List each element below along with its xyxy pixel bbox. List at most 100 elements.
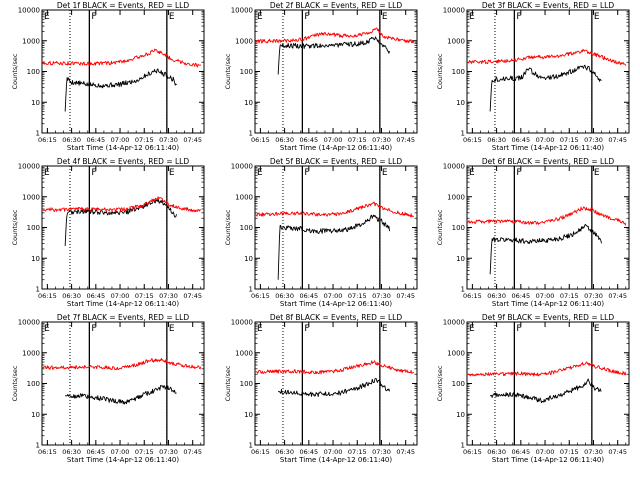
x-tick-label: 06:45	[299, 292, 318, 300]
x-axis-label: Start Time (14-Apr-12 06:11:40)	[67, 300, 179, 308]
x-axis-label: Start Time (14-Apr-12 06:11:40)	[492, 144, 604, 152]
x-tick-label: 06:30	[487, 136, 506, 144]
x-tick-label: 06:30	[275, 136, 294, 144]
y-tick-label: 10000	[231, 7, 253, 15]
x-tick-label: 06:15	[38, 136, 57, 144]
y-tick-label: 1	[249, 442, 253, 450]
panel-title: Det 1f BLACK = Events, RED = LLD	[57, 1, 190, 10]
lld-series-line	[466, 206, 627, 226]
marker-label: F	[304, 324, 309, 334]
marker-label: F	[304, 12, 309, 22]
y-tick-label: 1000	[22, 349, 40, 357]
y-tick-label: 100	[452, 380, 465, 388]
marker-label: E	[257, 12, 263, 22]
lld-series-line	[254, 27, 415, 44]
y-axis-label: Counts/sec	[11, 365, 19, 401]
x-tick-label: 07:30	[159, 136, 178, 144]
y-tick-label: 100	[27, 380, 40, 388]
y-tick-label: 10	[31, 255, 40, 263]
x-tick-label: 06:45	[86, 136, 105, 144]
lld-series-line	[466, 48, 627, 66]
y-tick-label: 10000	[443, 7, 465, 15]
marker-label: F	[516, 168, 521, 178]
x-tick-label: 06:15	[251, 136, 270, 144]
x-tick-label: 07:45	[183, 136, 202, 144]
plot-frame	[41, 9, 205, 134]
y-tick-label: 1000	[447, 349, 465, 357]
plot-frame	[41, 321, 205, 446]
y-tick-label: 100	[240, 224, 253, 232]
marker-label: E	[594, 12, 600, 22]
y-tick-label: 1	[249, 286, 253, 294]
marker-label: F	[516, 12, 521, 22]
x-tick-label: 07:15	[135, 136, 154, 144]
x-tick-label: 07:00	[111, 136, 130, 144]
x-tick-label: 07:30	[372, 292, 391, 300]
y-axis-label: Counts/sec	[224, 53, 232, 89]
y-tick-label: 10000	[231, 163, 253, 171]
y-tick-label: 10000	[231, 319, 253, 327]
marker-label: E	[169, 168, 175, 178]
x-tick-label: 06:15	[38, 292, 57, 300]
marker-label: E	[382, 324, 388, 334]
detector-panel-6: Det 6f BLACK = Events, RED = LLD 1 10 100 10…	[436, 157, 630, 308]
marker-label: F	[304, 168, 309, 178]
x-tick-label: 07:00	[536, 136, 555, 144]
marker-label: E	[44, 324, 50, 334]
marker-label: E	[169, 324, 175, 334]
x-tick-label: 06:45	[511, 136, 530, 144]
lld-series-line	[254, 360, 415, 375]
x-tick-label: 07:30	[372, 136, 391, 144]
y-tick-label: 10000	[443, 163, 465, 171]
x-tick-label: 06:30	[487, 292, 506, 300]
x-tick-label: 06:30	[62, 292, 81, 300]
plot-frame	[254, 165, 418, 290]
events-series-line	[64, 198, 177, 247]
y-tick-label: 100	[452, 68, 465, 76]
x-tick-label: 06:45	[86, 448, 105, 456]
marker-label: F	[516, 324, 521, 334]
x-tick-label: 06:45	[299, 448, 318, 456]
marker-label: E	[594, 324, 600, 334]
y-tick-label: 1	[36, 442, 40, 450]
x-tick-label: 06:45	[511, 292, 530, 300]
x-tick-label: 07:30	[372, 448, 391, 456]
y-tick-label: 1000	[22, 37, 40, 45]
marker-label: E	[257, 168, 263, 178]
x-tick-label: 07:30	[159, 292, 178, 300]
marker-label: E	[169, 12, 175, 22]
y-tick-label: 10	[456, 99, 465, 107]
marker-label: E	[257, 324, 263, 334]
marker-label: E	[44, 12, 50, 22]
x-tick-label: 07:00	[324, 448, 343, 456]
x-tick-label: 06:30	[487, 448, 506, 456]
x-tick-label: 07:30	[584, 448, 603, 456]
x-tick-label: 07:15	[348, 136, 367, 144]
marker-label: E	[382, 12, 388, 22]
x-tick-label: 07:15	[348, 448, 367, 456]
y-tick-label: 100	[452, 224, 465, 232]
plot-frame	[466, 321, 630, 446]
x-tick-label: 07:00	[536, 292, 555, 300]
x-tick-label: 07:45	[183, 292, 202, 300]
x-tick-label: 06:30	[62, 136, 81, 144]
marker-label: F	[91, 12, 96, 22]
x-tick-label: 07:15	[560, 448, 579, 456]
x-tick-label: 07:30	[159, 448, 178, 456]
marker-label: E	[469, 168, 475, 178]
y-tick-label: 1000	[447, 193, 465, 201]
x-tick-label: 06:15	[463, 136, 482, 144]
marker-label: E	[469, 12, 475, 22]
x-axis-label: Start Time (14-Apr-12 06:11:40)	[67, 144, 179, 152]
marker-label: F	[91, 324, 96, 334]
x-tick-label: 07:45	[396, 292, 415, 300]
x-tick-label: 07:30	[584, 292, 603, 300]
y-tick-label: 10	[456, 411, 465, 419]
detector-panel-8: Det 8f BLACK = Events, RED = LLD 1 10 100 10…	[224, 313, 418, 464]
y-tick-label: 1	[249, 130, 253, 138]
detector-panel-9: Det 9f BLACK = Events, RED = LLD 1 10 100 10…	[436, 313, 630, 464]
events-series-line	[489, 64, 602, 112]
plot-frame	[254, 9, 418, 134]
x-tick-label: 06:30	[275, 292, 294, 300]
x-axis-label: Start Time (14-Apr-12 06:11:40)	[492, 300, 604, 308]
